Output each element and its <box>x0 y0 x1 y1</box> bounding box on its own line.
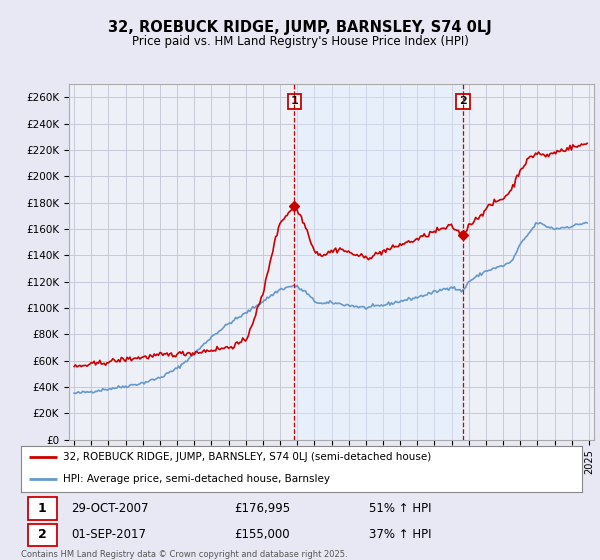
Text: 1: 1 <box>290 96 298 106</box>
Text: 32, ROEBUCK RIDGE, JUMP, BARNSLEY, S74 0LJ (semi-detached house): 32, ROEBUCK RIDGE, JUMP, BARNSLEY, S74 0… <box>63 452 431 462</box>
FancyBboxPatch shape <box>28 497 57 520</box>
Text: 2: 2 <box>459 96 467 106</box>
Text: Price paid vs. HM Land Registry's House Price Index (HPI): Price paid vs. HM Land Registry's House … <box>131 35 469 48</box>
Text: Contains HM Land Registry data © Crown copyright and database right 2025.
This d: Contains HM Land Registry data © Crown c… <box>21 550 347 560</box>
Text: £176,995: £176,995 <box>234 502 290 515</box>
FancyBboxPatch shape <box>28 524 57 545</box>
Text: 29-OCT-2007: 29-OCT-2007 <box>71 502 149 515</box>
Text: £155,000: £155,000 <box>234 528 290 542</box>
Text: HPI: Average price, semi-detached house, Barnsley: HPI: Average price, semi-detached house,… <box>63 474 330 484</box>
Text: 1: 1 <box>38 502 47 515</box>
Bar <box>294 84 463 440</box>
Text: 01-SEP-2017: 01-SEP-2017 <box>71 528 146 542</box>
Text: 51% ↑ HPI: 51% ↑ HPI <box>369 502 431 515</box>
Text: 2: 2 <box>38 528 47 542</box>
Text: 37% ↑ HPI: 37% ↑ HPI <box>369 528 431 542</box>
Text: 32, ROEBUCK RIDGE, JUMP, BARNSLEY, S74 0LJ: 32, ROEBUCK RIDGE, JUMP, BARNSLEY, S74 0… <box>108 20 492 35</box>
